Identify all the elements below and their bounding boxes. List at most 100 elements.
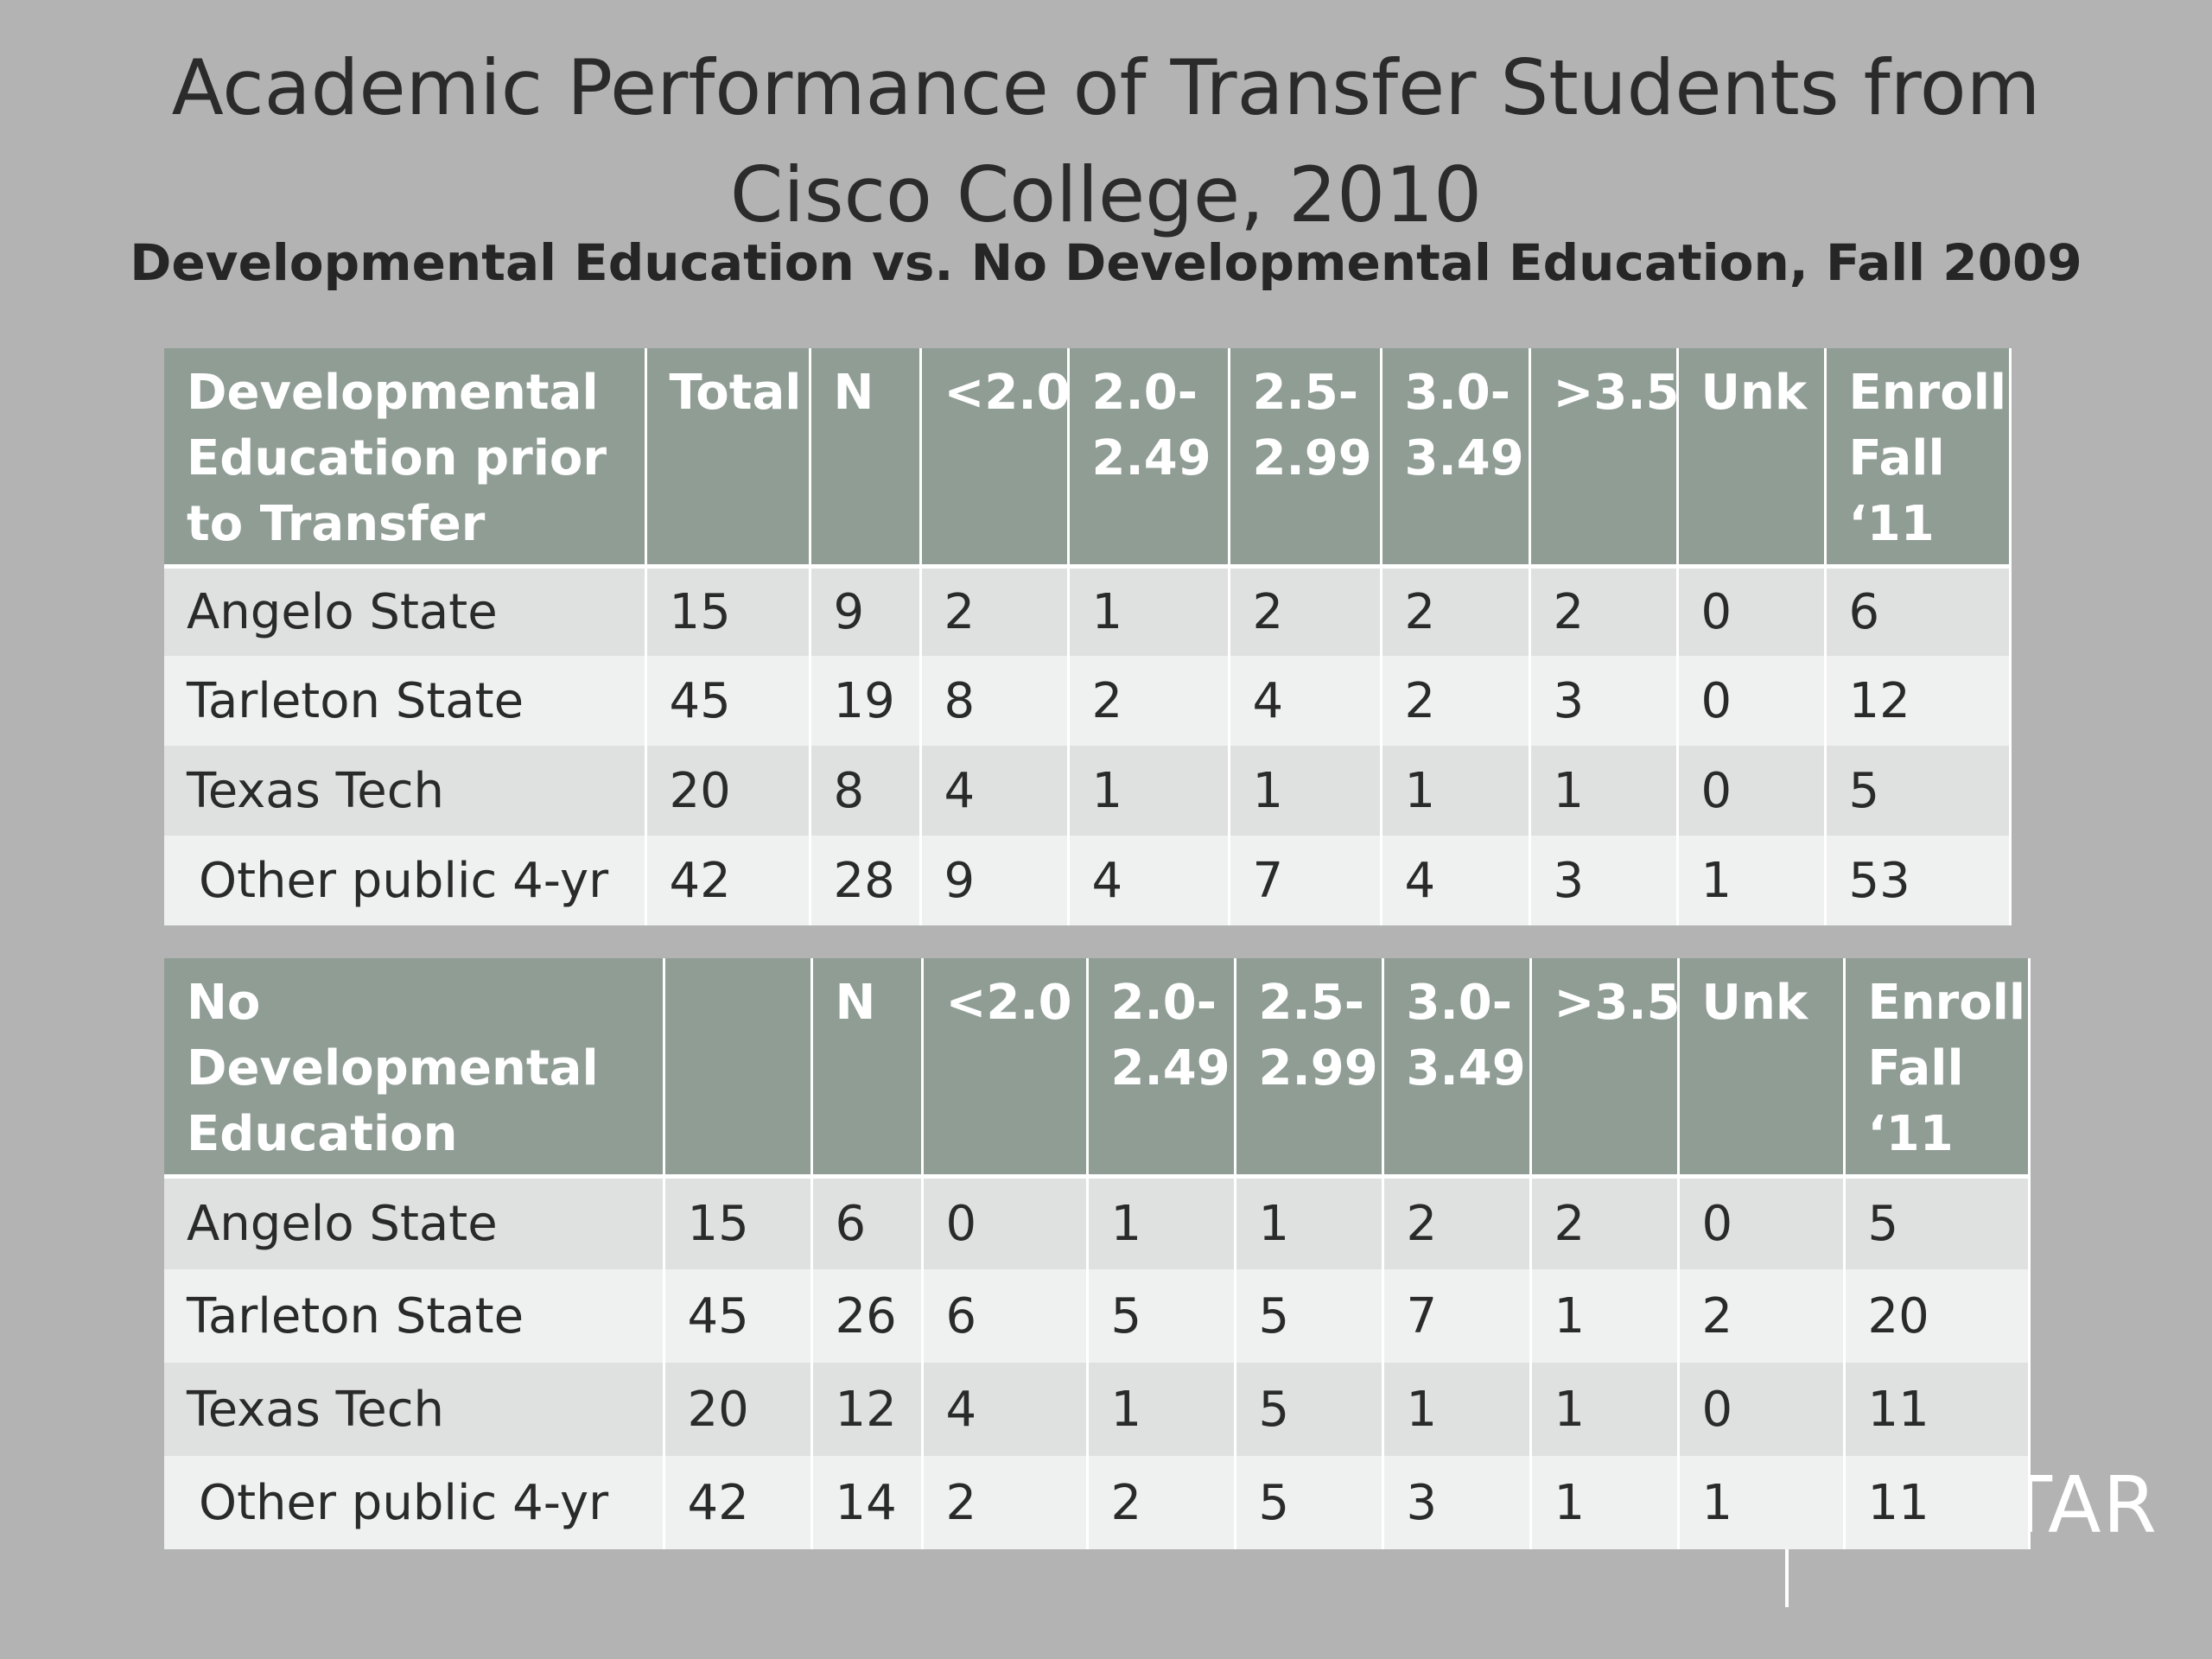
background-divider-line [1785, 1503, 1789, 1607]
table-cell: 20 [664, 1363, 813, 1456]
institution-cell: Tarleton State [164, 1269, 665, 1363]
header-cell: Enroll Fall ‘11 [1825, 348, 2012, 569]
table-cell: 1 [1529, 746, 1679, 836]
table-row: Texas Tech 20 8 4 1 1 1 1 0 5 [164, 746, 2012, 836]
table-cell: 42 [645, 836, 811, 925]
header-cell: >3.5 [1530, 958, 1680, 1179]
table-cell: 42 [664, 1456, 813, 1549]
table-cell: 2 [922, 1456, 1089, 1549]
table-cell: 3 [1529, 836, 1679, 925]
table-cell: 1 [1530, 1363, 1680, 1456]
table-cell: 5 [1235, 1269, 1384, 1363]
table-cell: 1 [1229, 746, 1382, 836]
table-cell: 12 [1825, 656, 2012, 746]
institution-cell: Angelo State [164, 566, 647, 656]
table-cell: 8 [810, 746, 922, 836]
table-cell: 45 [664, 1269, 813, 1363]
table-cell: 5 [1844, 1176, 2031, 1269]
table-cell: 2 [1381, 656, 1531, 746]
table-cell: 6 [811, 1176, 924, 1269]
header-cell: 3.0-3.49 [1381, 348, 1531, 569]
table-cell: 7 [1229, 836, 1382, 925]
table-cell: 6 [922, 1269, 1089, 1363]
header-cell [664, 958, 813, 1179]
table-row: Texas Tech 20 12 4 1 5 1 1 0 11 [164, 1363, 2031, 1456]
table-cell: 2 [1229, 566, 1382, 656]
table-cell: 1 [1678, 1456, 1846, 1549]
table-cell: 2 [1087, 1456, 1236, 1549]
table-cell: 15 [664, 1176, 813, 1269]
table-cell: 4 [1381, 836, 1531, 925]
table-cell: 5 [1235, 1363, 1384, 1456]
header-cell: 2.5-2.99 [1229, 348, 1382, 569]
table-cell: 2 [1381, 566, 1531, 656]
header-cell: Unk [1677, 348, 1827, 569]
table-cell: 1 [1087, 1176, 1236, 1269]
table-cell: 5 [1235, 1456, 1384, 1549]
table-cell: 4 [1229, 656, 1382, 746]
table-cell: 2 [920, 566, 1070, 656]
header-cell: Total [645, 348, 811, 569]
header-cell: <2.0 [922, 958, 1089, 1179]
table-row: Other public 4-yr 42 28 9 4 7 4 3 1 53 [164, 836, 2012, 925]
table-cell: 2 [1678, 1269, 1846, 1363]
table-cell: 1 [1382, 1363, 1532, 1456]
institution-cell: Other public 4-yr [164, 836, 647, 925]
header-cell: <2.0 [920, 348, 1070, 569]
table-header-row: No Developmental Education N <2.0 2.0-2.… [164, 958, 2031, 1179]
table-cell: 20 [645, 746, 811, 836]
header-cell: Enroll Fall ‘11 [1844, 958, 2031, 1179]
table-cell: 0 [1677, 746, 1827, 836]
header-cell: Unk [1678, 958, 1846, 1179]
table-cell: 8 [920, 656, 1070, 746]
table-cell: 2 [1529, 566, 1679, 656]
header-cell: N [811, 958, 924, 1179]
table-cell: 11 [1844, 1363, 2031, 1456]
table-cell: 9 [810, 566, 922, 656]
title-line-2: Cisco College, 2010 [729, 150, 1483, 239]
table-cell: 0 [922, 1176, 1089, 1269]
table-cell: 3 [1529, 656, 1679, 746]
table-cell: 1 [1068, 746, 1230, 836]
table-cell: 4 [920, 746, 1070, 836]
header-cell: >3.5 [1529, 348, 1679, 569]
header-cell: 3.0-3.49 [1382, 958, 1532, 1179]
no-dev-ed-table: No Developmental Education N <2.0 2.0-2.… [164, 958, 2031, 1549]
header-cell: No Developmental Education [164, 958, 665, 1179]
table-cell: 9 [920, 836, 1070, 925]
table-cell: 45 [645, 656, 811, 746]
header-cell: 2.0-2.49 [1068, 348, 1230, 569]
table-cell: 5 [1825, 746, 2012, 836]
institution-cell: Texas Tech [164, 1363, 665, 1456]
table-row: Tarleton State 45 26 6 5 5 7 1 2 20 [164, 1269, 2031, 1363]
title-line-1: Academic Performance of Transfer Student… [171, 43, 2041, 132]
table-cell: 4 [1068, 836, 1230, 925]
table-cell: 1 [1068, 566, 1230, 656]
table-cell: 3 [1382, 1456, 1532, 1549]
table-row: Tarleton State 45 19 8 2 4 2 3 0 12 [164, 656, 2012, 746]
table-cell: 15 [645, 566, 811, 656]
header-cell: N [810, 348, 922, 569]
table-cell: 0 [1677, 566, 1827, 656]
table-cell: 4 [922, 1363, 1089, 1456]
table-cell: 14 [811, 1456, 924, 1549]
institution-cell: Other public 4-yr [164, 1456, 665, 1549]
institution-cell: Tarleton State [164, 656, 647, 746]
table-cell: 1 [1677, 836, 1827, 925]
table-cell: 1 [1530, 1269, 1680, 1363]
table-cell: 6 [1825, 566, 2012, 656]
table-cell: 7 [1382, 1269, 1532, 1363]
table-row: Other public 4-yr 42 14 2 2 5 3 1 1 11 [164, 1456, 2031, 1549]
table-cell: 53 [1825, 836, 2012, 925]
institution-cell: Angelo State [164, 1176, 665, 1269]
table-row: Angelo State 15 6 0 1 1 2 2 0 5 [164, 1176, 2031, 1269]
institution-cell: Texas Tech [164, 746, 647, 836]
dev-ed-table: Developmental Education prior to Transfe… [164, 348, 2012, 925]
table-cell: 12 [811, 1363, 924, 1456]
table-cell: 0 [1677, 656, 1827, 746]
header-cell: 2.5-2.99 [1235, 958, 1384, 1179]
table-header-row: Developmental Education prior to Transfe… [164, 348, 2012, 569]
header-cell: 2.0-2.49 [1087, 958, 1236, 1179]
table-cell: 1 [1530, 1456, 1680, 1549]
header-cell: Developmental Education prior to Transfe… [164, 348, 647, 569]
